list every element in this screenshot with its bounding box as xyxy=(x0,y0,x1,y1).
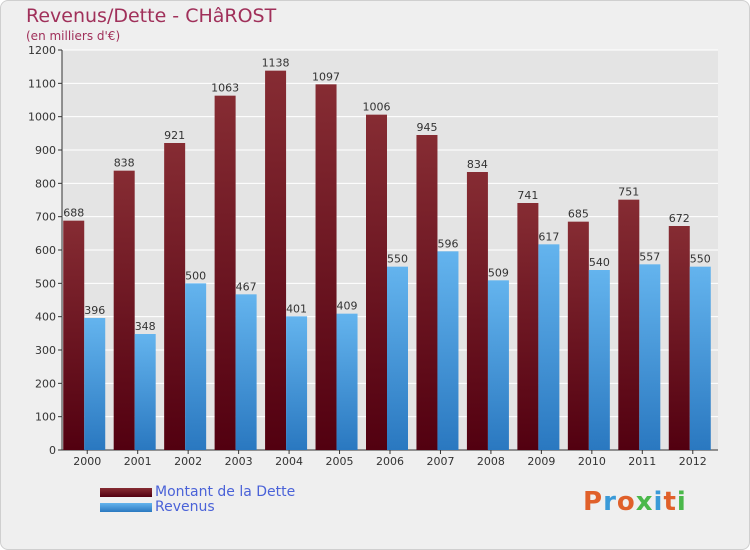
data-label: 1006 xyxy=(363,101,391,114)
bar-dette xyxy=(618,199,640,450)
data-labels: 688 396 838 348 921 500 1063 467 1138 401 1097 409 1… xyxy=(63,57,711,333)
data-label: 838 xyxy=(114,157,135,170)
y-tick-label: 700 xyxy=(35,211,56,224)
legend: Montant de la Dette Revenus xyxy=(100,485,295,515)
data-label: 500 xyxy=(185,269,206,282)
x-tick-label: 2006 xyxy=(376,455,404,468)
data-label: 409 xyxy=(337,300,358,313)
data-label: 688 xyxy=(63,207,84,220)
data-label: 557 xyxy=(639,250,660,263)
logo-letter: P xyxy=(583,487,604,517)
data-label: 348 xyxy=(135,320,156,333)
legend-item-dette: Montant de la Dette xyxy=(100,485,295,500)
x-tick-label: 2002 xyxy=(174,455,202,468)
x-tick-label: 2005 xyxy=(326,455,354,468)
y-tick-label: 500 xyxy=(35,277,56,290)
y-tick-label: 400 xyxy=(35,311,56,324)
bar-revenus xyxy=(84,318,106,450)
bar-revenus xyxy=(487,280,509,450)
x-tick-label: 2012 xyxy=(679,455,707,468)
x-tick-label: 2007 xyxy=(426,455,454,468)
bar-dette xyxy=(214,95,236,451)
logo-letter: x xyxy=(635,487,654,517)
x-tick-label: 2001 xyxy=(124,455,152,468)
data-label: 596 xyxy=(437,237,458,250)
data-label: 1138 xyxy=(262,57,290,70)
bar-dette xyxy=(113,170,135,450)
y-tick-label: 0 xyxy=(49,444,56,457)
bar-dette xyxy=(63,220,85,450)
legend-label-dette: Montant de la Dette xyxy=(155,484,296,500)
data-label: 685 xyxy=(568,208,589,221)
y-tick-label: 800 xyxy=(35,177,56,190)
x-tick-label: 2003 xyxy=(225,455,253,468)
x-tick-label: 2011 xyxy=(628,455,656,468)
bar-revenus xyxy=(437,251,459,450)
bar-dette xyxy=(517,203,539,450)
data-label: 834 xyxy=(467,158,488,171)
x-tick-label: 2008 xyxy=(477,455,505,468)
y-tick-label: 1000 xyxy=(28,111,56,124)
chart-title: Revenus/Dette - CHâROST xyxy=(26,5,277,27)
bar-dette xyxy=(416,135,438,450)
bar-revenus xyxy=(639,264,661,450)
bar-revenus xyxy=(286,316,308,450)
data-label: 617 xyxy=(538,230,559,243)
bar-dette xyxy=(265,70,287,451)
bar-revenus xyxy=(538,244,560,450)
data-label: 1097 xyxy=(312,70,340,83)
data-label: 1063 xyxy=(211,82,239,95)
bar-revenus xyxy=(235,294,257,450)
bar-revenus xyxy=(134,334,156,450)
legend-swatch-revenus xyxy=(100,503,152,512)
bar-revenus xyxy=(588,270,610,450)
bar-revenus xyxy=(387,266,408,450)
bars xyxy=(63,70,711,451)
x-tick-label: 2000 xyxy=(73,455,101,468)
data-label: 550 xyxy=(690,253,711,266)
y-tick-label: 1100 xyxy=(28,77,56,90)
y-tick-label: 200 xyxy=(35,377,56,390)
data-label: 921 xyxy=(164,129,185,142)
bar-dette xyxy=(668,226,690,450)
data-label: 401 xyxy=(286,302,307,315)
bar-revenus xyxy=(185,283,207,450)
y-tick-label: 1200 xyxy=(28,44,56,57)
data-label: 509 xyxy=(488,266,509,279)
legend-item-revenus: Revenus xyxy=(100,500,295,515)
x-tick-label: 2010 xyxy=(578,455,606,468)
legend-swatch-dette xyxy=(100,488,152,497)
y-tick-label: 100 xyxy=(35,411,56,424)
bar-revenus xyxy=(336,313,358,450)
bar-revenus xyxy=(689,266,711,450)
axes: 0 100 200 300 400 500 600 700 800 900 1000 1100 1200… xyxy=(28,44,718,468)
logo-letter: r xyxy=(603,487,617,517)
data-label: 550 xyxy=(387,253,408,266)
data-label: 945 xyxy=(416,121,437,134)
data-label: 751 xyxy=(618,186,639,199)
data-label: 741 xyxy=(517,189,538,202)
data-label: 467 xyxy=(236,280,257,293)
y-tick-label: 900 xyxy=(35,144,56,157)
bar-dette xyxy=(366,114,387,451)
bar-dette xyxy=(567,221,589,450)
logo-letter: i xyxy=(653,487,664,517)
logo-letter: o xyxy=(616,487,636,517)
chart-subtitle: (en milliers d'€) xyxy=(26,29,121,43)
bar-dette xyxy=(466,172,488,450)
legend-label-revenus: Revenus xyxy=(155,499,215,515)
bar-dette xyxy=(315,84,337,450)
data-label: 540 xyxy=(589,256,610,269)
x-tick-label: 2009 xyxy=(527,455,555,468)
data-label: 672 xyxy=(669,212,690,225)
y-tick-label: 600 xyxy=(35,244,56,257)
bar-dette xyxy=(164,143,186,450)
data-label: 396 xyxy=(84,304,105,317)
proxiti-logo: Proxiti xyxy=(583,487,687,517)
logo-letter: i xyxy=(676,487,687,517)
logo-letter: t xyxy=(663,487,677,517)
y-tick-label: 300 xyxy=(35,344,56,357)
x-tick-label: 2004 xyxy=(275,455,303,468)
